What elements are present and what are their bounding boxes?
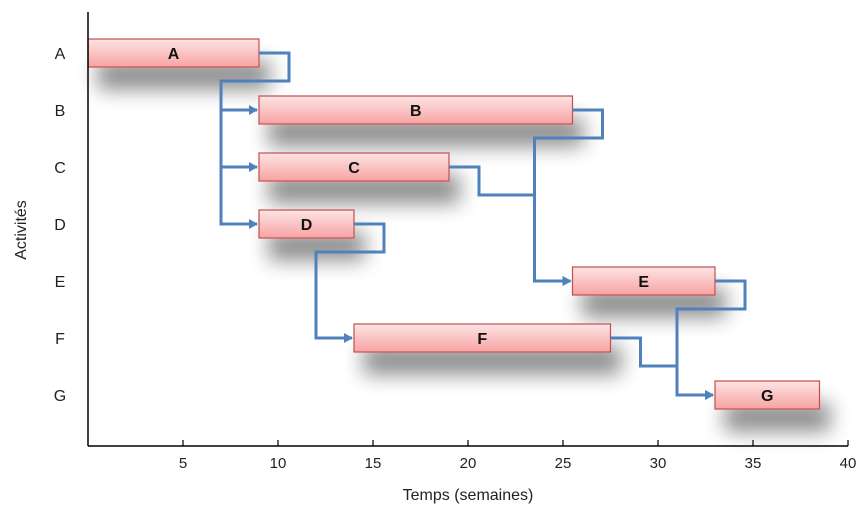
- category-label-b: B: [55, 103, 66, 120]
- dependency-d-f: [314, 222, 386, 343]
- bar-label-b: B: [410, 103, 422, 120]
- bar-label-f: F: [477, 331, 487, 348]
- bar-g: [714, 380, 821, 410]
- x-tick-label: 25: [555, 455, 572, 472]
- bar-e: [571, 266, 716, 296]
- bar-c: [258, 152, 450, 182]
- x-tick-label: 20: [460, 455, 477, 472]
- dependency-e-g: [675, 279, 747, 400]
- x-tick-label: 35: [745, 455, 762, 472]
- bar-f: [353, 323, 612, 353]
- dependency-b-e: [533, 108, 604, 286]
- x-axis-title: Temps (semaines): [403, 487, 534, 504]
- bar-label-g: G: [761, 388, 773, 405]
- bar-label-c: C: [348, 160, 360, 177]
- category-label-f: F: [55, 331, 65, 348]
- x-tick-label: 40: [840, 455, 856, 472]
- category-label-d: D: [54, 217, 66, 234]
- dependency-f-g: [610, 336, 714, 400]
- x-tick-label: 15: [365, 455, 382, 472]
- category-label-c: C: [54, 160, 66, 177]
- x-tick-label: 30: [650, 455, 667, 472]
- dependency-c-e: [449, 165, 572, 286]
- category-label-g: G: [54, 388, 66, 405]
- y-axis-title: Activités: [13, 200, 30, 260]
- axes: [87, 12, 849, 447]
- bars-layer: [87, 38, 821, 410]
- labels-layer: A B C D E F G 5 10 15 20 25 30 35 40 A B C D E F G: [54, 46, 856, 472]
- bar-label-d: D: [301, 217, 313, 234]
- x-tick-label: 10: [270, 455, 287, 472]
- category-label-a: A: [55, 46, 66, 63]
- dependency-a-d: [219, 51, 291, 229]
- x-tick-label: 5: [179, 455, 187, 472]
- bar-label-a: A: [168, 46, 180, 63]
- bar-b: [258, 95, 574, 125]
- bar-label-e: E: [638, 274, 649, 291]
- category-label-e: E: [55, 274, 66, 291]
- dependency-arrows: [219, 51, 747, 400]
